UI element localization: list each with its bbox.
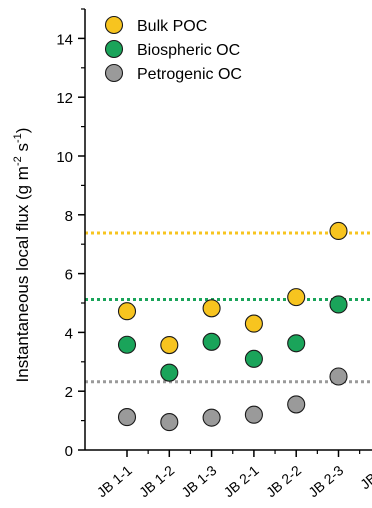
y-tick-label: 2 bbox=[65, 384, 73, 401]
y-axis-label-end: ) bbox=[13, 128, 32, 134]
x-tick-label: JB 1-3 bbox=[178, 462, 219, 500]
y-axis-label-main: Instantaneous local flux (g m bbox=[13, 166, 32, 382]
y-tick-label: 8 bbox=[65, 208, 73, 225]
data-point bbox=[117, 408, 137, 427]
x-axis-ticks: JB 1-1JB 1-2JB 1-3JB 2-1JB 2-2JB 2-3 JB 3 bbox=[94, 450, 372, 500]
axes bbox=[84, 9, 372, 451]
data-point bbox=[329, 221, 348, 241]
y-axis-label: Instantaneous local flux (g m-2 s-1) bbox=[12, 128, 32, 383]
x-tick-label: JB 2-2 bbox=[263, 462, 304, 500]
data-point bbox=[287, 395, 306, 414]
y-axis-label-sup2: -1 bbox=[12, 133, 24, 143]
data-point bbox=[329, 295, 348, 314]
y-axis-label-sup1: -2 bbox=[12, 156, 24, 166]
y-tick-label: 6 bbox=[65, 267, 73, 284]
data-point bbox=[117, 335, 137, 354]
y-tick-label: 0 bbox=[65, 443, 73, 460]
legend-marker bbox=[104, 63, 124, 83]
y-axis-ticks: 0 2 4 6 8 10 12 14 bbox=[56, 8, 85, 460]
data-point bbox=[160, 335, 179, 355]
data-point bbox=[244, 314, 263, 333]
data-point bbox=[244, 349, 263, 368]
legend-marker bbox=[104, 39, 124, 59]
legend-label: Petrogenic OC bbox=[137, 66, 242, 83]
x-tick-label: JB 1-2 bbox=[136, 462, 177, 500]
data-points bbox=[117, 221, 348, 432]
x-tick-label: JB 2-1 bbox=[221, 462, 262, 500]
legend-marker bbox=[104, 15, 124, 35]
legend-label: Bulk POC bbox=[137, 18, 207, 35]
x-tick-label: JB 1-1 bbox=[94, 462, 135, 500]
x-tick-label: JB 3 bbox=[357, 462, 372, 492]
data-point bbox=[329, 367, 348, 386]
data-point bbox=[117, 302, 137, 321]
y-tick-label: 4 bbox=[65, 325, 73, 342]
data-point bbox=[244, 405, 263, 424]
legend: Bulk POC Biospheric OC Petrogenic OC bbox=[104, 15, 242, 83]
data-point bbox=[160, 363, 179, 382]
data-point bbox=[202, 332, 221, 351]
y-tick-label: 12 bbox=[56, 90, 73, 107]
x-tick-label: JB 2-3 bbox=[305, 462, 346, 500]
data-point bbox=[202, 299, 221, 318]
data-point bbox=[287, 288, 306, 307]
data-point bbox=[202, 408, 221, 427]
y-axis-label-mid: s bbox=[13, 143, 32, 156]
y-tick-label: 14 bbox=[56, 31, 73, 48]
legend-label: Biospheric OC bbox=[137, 42, 240, 59]
data-point bbox=[160, 413, 179, 432]
data-point bbox=[287, 334, 306, 353]
y-tick-label: 10 bbox=[56, 149, 73, 166]
